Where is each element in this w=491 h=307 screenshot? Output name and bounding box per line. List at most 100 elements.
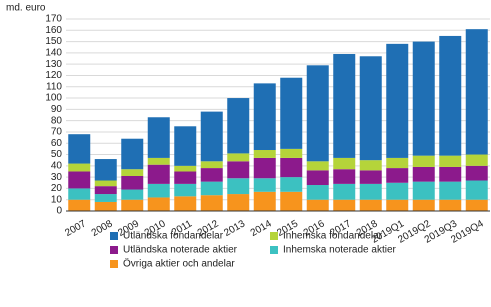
bar-segment <box>412 181 435 200</box>
bar-segment <box>359 183 382 200</box>
y-tick-label: 30 <box>51 172 63 183</box>
bar-segment <box>174 165 197 172</box>
bar-segment <box>359 56 382 161</box>
bar-segment <box>121 138 144 170</box>
bar-segment <box>68 134 91 164</box>
bar-segment <box>465 180 488 200</box>
bar-segment <box>306 185 329 200</box>
bar-segment <box>174 126 197 166</box>
legend-swatch <box>270 246 278 254</box>
bar-segment <box>68 188 91 200</box>
bar-segment <box>412 41 435 156</box>
bar-segment <box>412 166 435 182</box>
y-tick-label: 160 <box>45 25 62 36</box>
y-tick-label: 80 <box>51 115 63 126</box>
y-tick-label: 0 <box>56 206 62 217</box>
bar-segment <box>253 150 276 158</box>
bar-segment <box>253 178 276 192</box>
bar-segment <box>439 199 462 211</box>
bar-segment <box>439 166 462 182</box>
x-tick-label: 2013 <box>222 218 247 239</box>
bar-segment <box>333 157 356 170</box>
y-tick-label: 130 <box>45 59 62 70</box>
bar-segment <box>121 169 144 176</box>
bar-segment <box>412 155 435 167</box>
bar-segment <box>227 153 250 162</box>
bar-segment <box>359 170 382 184</box>
bar-segment <box>227 161 250 179</box>
bar-segment <box>121 189 144 200</box>
bar-segment <box>280 191 303 211</box>
y-tick-label: 140 <box>45 48 62 59</box>
y-tick-label: 100 <box>45 93 62 104</box>
y-tick-label: 10 <box>51 194 63 205</box>
bar-segment <box>200 195 223 211</box>
bar-segment <box>147 157 170 165</box>
bar-segment <box>94 194 117 202</box>
bar-segment <box>333 183 356 200</box>
bar-segment <box>306 199 329 211</box>
y-axis-label: md. euro <box>6 3 46 14</box>
legend-swatch <box>110 232 118 240</box>
bar-segment <box>68 163 91 172</box>
bar-segment <box>200 168 223 182</box>
legend-label: Utländska fondandelar <box>123 231 224 242</box>
bar-segment <box>253 83 276 151</box>
y-tick-label: 70 <box>51 127 63 138</box>
y-tick-label: 150 <box>45 36 62 47</box>
bar-segment <box>68 171 91 189</box>
bar-segment <box>174 171 197 184</box>
bar-segment <box>386 157 409 169</box>
bar-segment <box>200 161 223 169</box>
bar-segment <box>306 65 329 162</box>
bar-segment <box>306 161 329 171</box>
bar-segment <box>333 169 356 184</box>
legend-label: Övriga aktier och andelar <box>123 258 235 270</box>
legend-swatch <box>110 260 118 268</box>
bar-segment <box>386 43 409 158</box>
bar-segment <box>68 199 91 211</box>
legend-label: Inhemska fondandelar <box>283 231 383 242</box>
bar-segment <box>280 177 303 192</box>
y-tick-label: 120 <box>45 70 62 81</box>
bar-segment <box>147 197 170 211</box>
legend-label: Inhemska noterade aktier <box>283 245 397 256</box>
bar-segment <box>306 170 329 186</box>
bar-segment <box>465 199 488 211</box>
bar-segment <box>174 196 197 211</box>
bar-segment <box>227 98 250 154</box>
bar-segment <box>253 157 276 179</box>
y-tick-label: 20 <box>51 183 63 194</box>
bar-segment <box>94 186 117 195</box>
bar-segment <box>94 159 117 181</box>
bar-segment <box>280 157 303 178</box>
bar-segment <box>147 183 170 198</box>
y-tick-label: 40 <box>51 160 63 171</box>
legend-swatch <box>110 246 118 254</box>
bar-segment <box>121 175 144 190</box>
bar-segment <box>439 155 462 167</box>
bar-segment <box>465 154 488 166</box>
bar-segment <box>174 183 197 197</box>
bar-segment <box>386 199 409 211</box>
bar-segment <box>359 199 382 211</box>
bar-segment <box>253 191 276 211</box>
bar-segment <box>359 160 382 171</box>
bar-segment <box>280 148 303 158</box>
bar-segment <box>465 165 488 181</box>
bar-segment <box>465 29 488 155</box>
legend-swatch <box>270 232 278 240</box>
bar-segment <box>386 168 409 183</box>
y-tick-label: 90 <box>51 104 63 115</box>
bar-segment <box>412 199 435 211</box>
bar-segment <box>94 180 117 187</box>
bar-segment <box>94 201 117 211</box>
bar-segment <box>439 35 462 156</box>
bar-segment <box>121 199 144 211</box>
bar-segment <box>386 182 409 200</box>
bar-segment <box>200 181 223 196</box>
y-tick-label: 60 <box>51 138 63 149</box>
bar-segment <box>227 194 250 211</box>
y-tick-label: 170 <box>45 14 62 25</box>
